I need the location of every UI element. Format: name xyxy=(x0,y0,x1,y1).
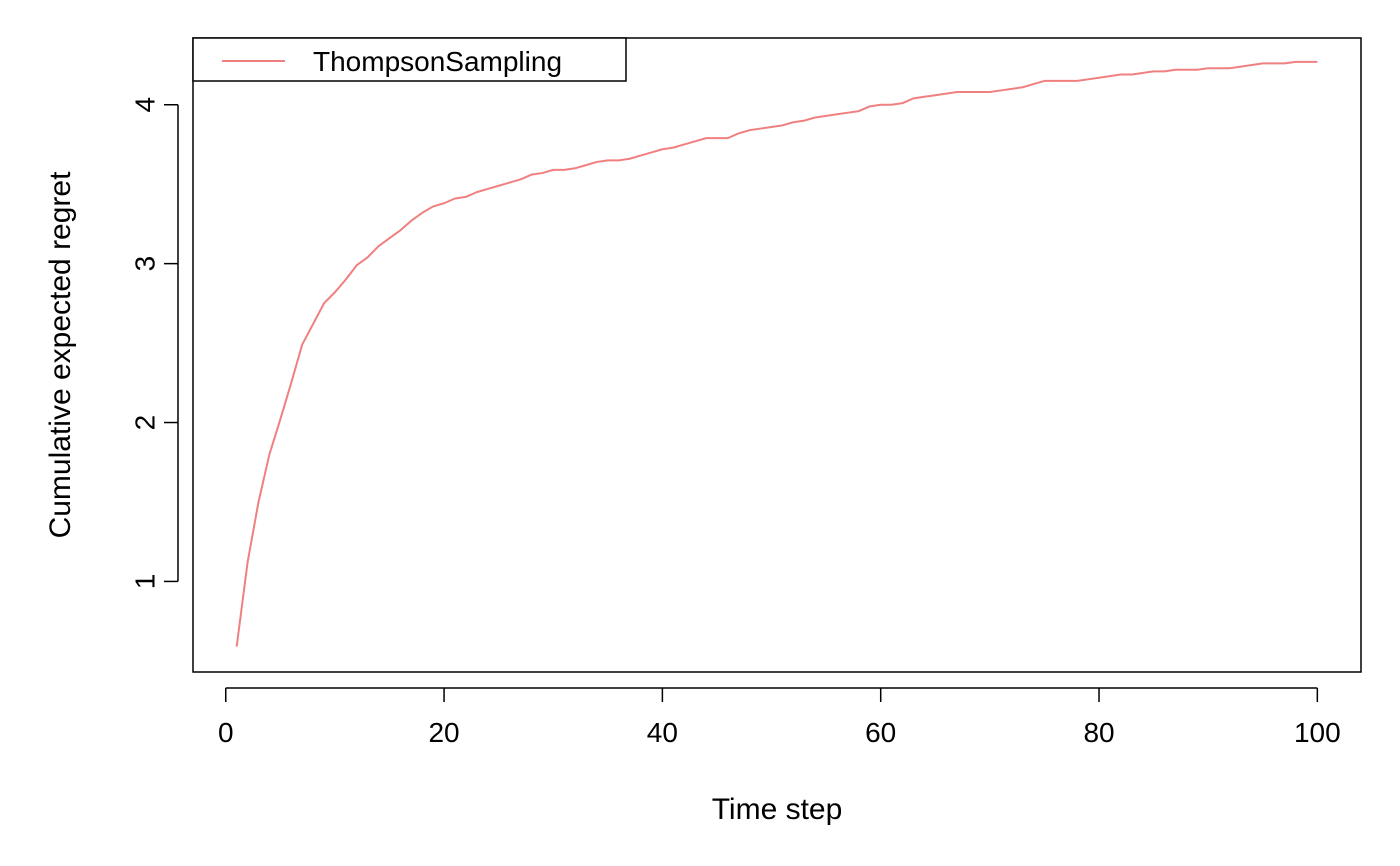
x-tick-label: 40 xyxy=(647,717,678,748)
y-axis-title: Cumulative expected regret xyxy=(44,171,77,539)
series-layer xyxy=(235,60,1318,647)
legend-box xyxy=(192,37,627,82)
series-line-thompsonsampling xyxy=(235,60,1318,647)
plot-frame xyxy=(192,37,1362,673)
x-axis-title: Time step xyxy=(712,793,843,826)
x-tick-label: 60 xyxy=(865,717,896,748)
y-tick-label: 1 xyxy=(130,574,161,590)
x-tick-label: 80 xyxy=(1083,717,1114,748)
x-axis: 0 20 40 60 80 100 xyxy=(218,687,1341,748)
x-tick-label: 100 xyxy=(1294,717,1341,748)
legend-label-thompsonsampling: ThompsonSampling xyxy=(313,46,562,77)
x-tick-label: 20 xyxy=(428,717,459,748)
x-tick-label: 0 xyxy=(218,717,234,748)
y-tick-label: 2 xyxy=(130,415,161,431)
y-tick-label: 4 xyxy=(130,97,161,113)
y-axis: 1 2 3 4 xyxy=(130,97,179,589)
legend: ThompsonSampling xyxy=(192,37,627,82)
y-tick-label: 3 xyxy=(130,256,161,272)
